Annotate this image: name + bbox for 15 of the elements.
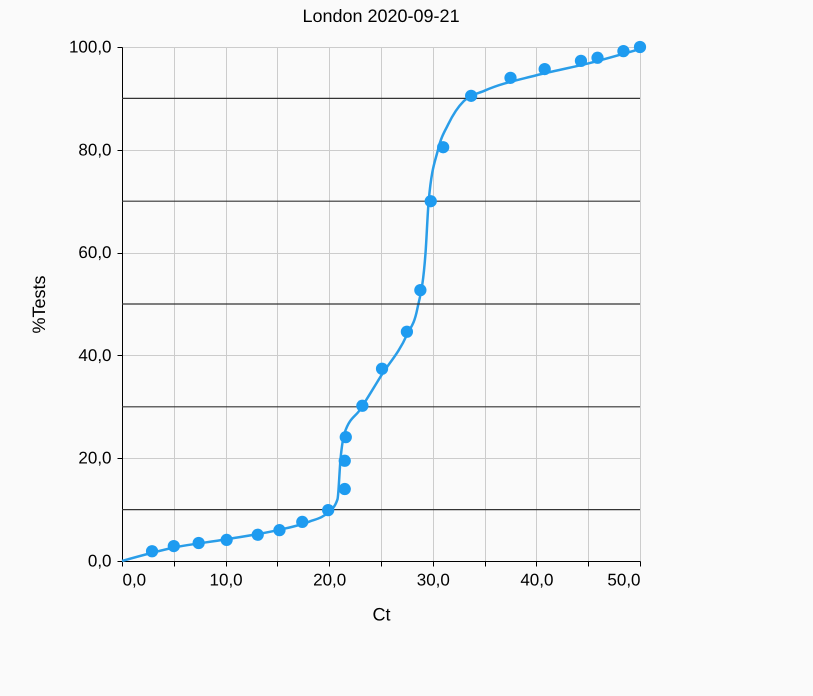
- x-tick-label: 40,0: [520, 570, 554, 590]
- x-tick-label: 50,0: [607, 570, 640, 590]
- x-tick-label: 10,0: [210, 570, 243, 590]
- x-axis-title: Ct: [372, 604, 390, 624]
- y-tick-label: 40,0: [78, 346, 112, 365]
- x-tick-label: 20,0: [313, 570, 346, 590]
- y-tick-label: 20,0: [78, 448, 112, 468]
- y-tick-label: 60,0: [78, 243, 112, 262]
- x-tick-label: 30,0: [416, 570, 450, 590]
- y-tick-label: 0,0: [88, 552, 112, 570]
- y-tick-label: 100,0: [68, 38, 112, 56]
- x-tick-label: 0,0: [122, 570, 146, 590]
- chart-title: London 2020-09-21: [302, 6, 460, 26]
- y-axis-title: %Tests: [28, 275, 49, 334]
- y-tick-label: 80,0: [78, 140, 112, 160]
